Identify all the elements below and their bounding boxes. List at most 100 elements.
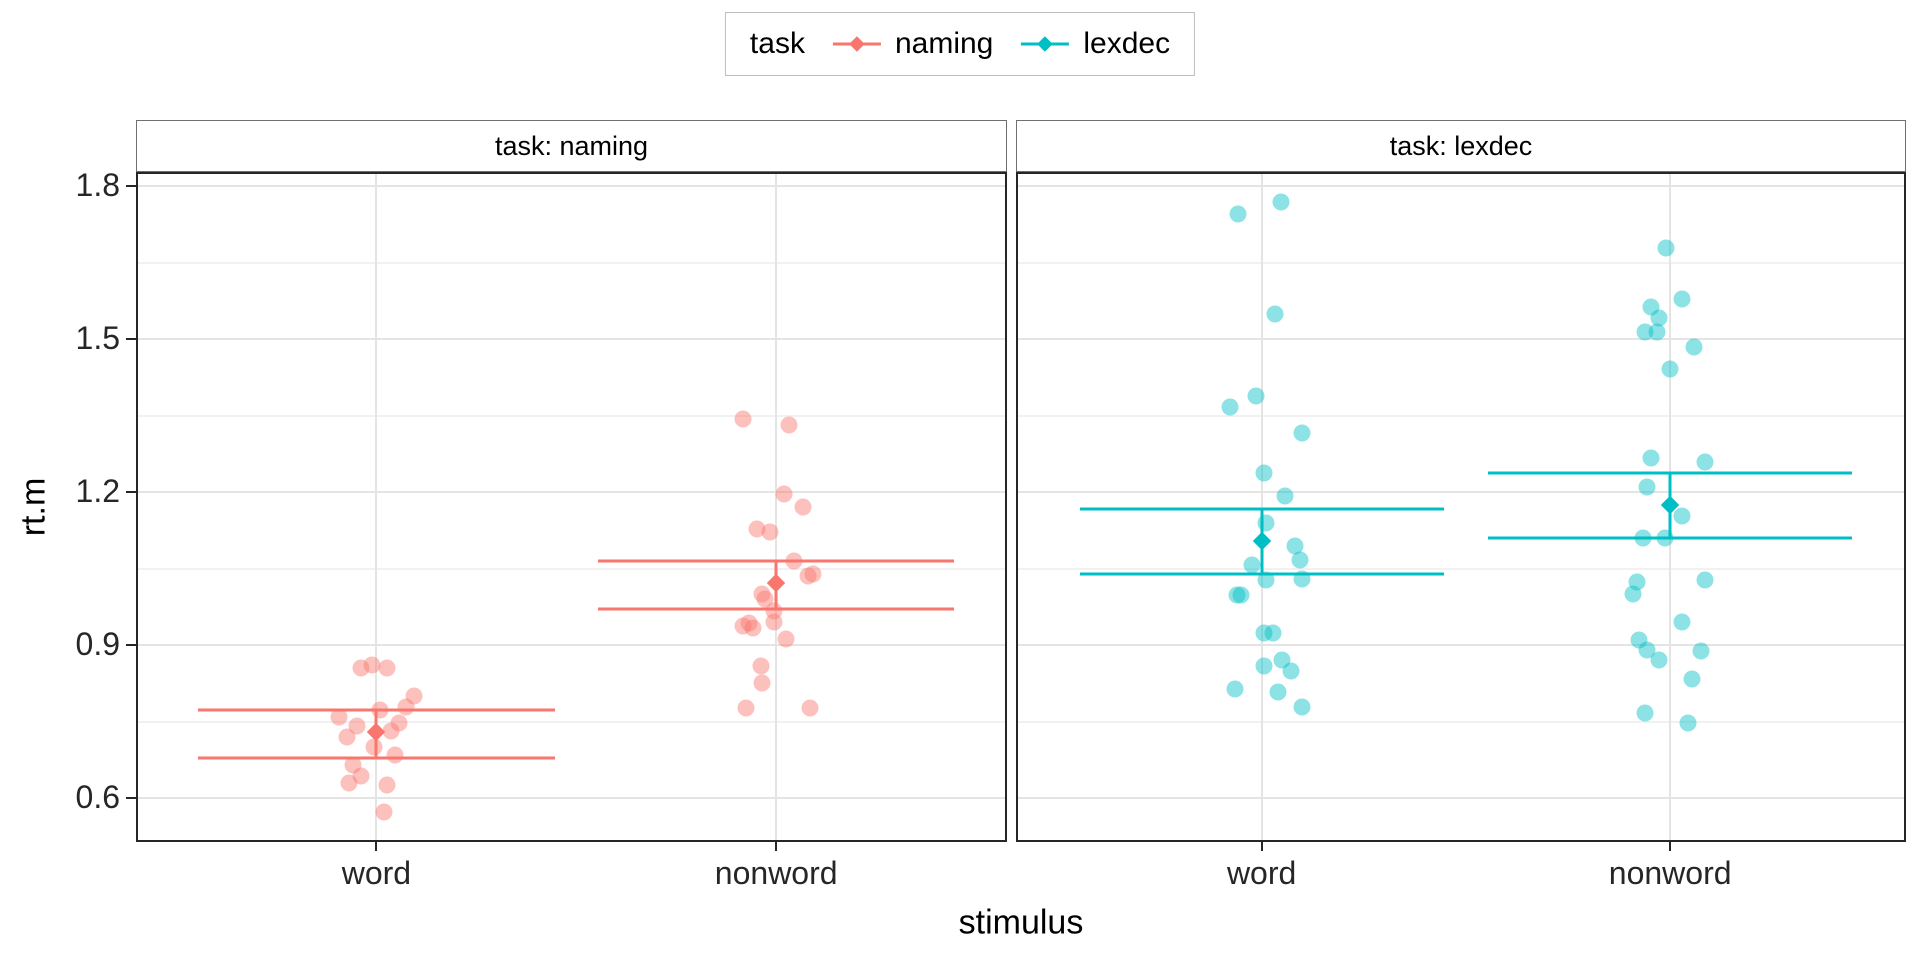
gridline-minor — [138, 261, 1005, 264]
data-point — [352, 659, 370, 677]
errorbar-cap-lower — [1079, 572, 1444, 576]
legend-item-naming: naming — [832, 27, 994, 61]
mean-point — [1252, 532, 1271, 551]
legend-point-icon — [849, 36, 865, 52]
data-point — [1273, 651, 1291, 669]
data-point — [777, 630, 795, 648]
data-point — [1630, 631, 1648, 649]
data-point — [1243, 556, 1261, 574]
y-axis-tick — [126, 491, 136, 493]
y-tick-label: 0.9 — [75, 625, 120, 662]
gridline-minor — [138, 567, 1005, 570]
data-point — [1636, 323, 1654, 341]
data-point — [1696, 571, 1714, 589]
facet-strip-label: task: lexdec — [1389, 130, 1533, 161]
data-point — [405, 687, 423, 705]
data-point — [756, 590, 774, 608]
data-point — [340, 774, 358, 792]
x-axis-title: stimulus — [958, 903, 1084, 942]
data-point — [1276, 487, 1294, 505]
data-point — [737, 699, 755, 717]
data-point — [1282, 662, 1300, 680]
data-point — [765, 602, 783, 620]
data-point — [1642, 449, 1660, 467]
data-point — [734, 410, 752, 428]
data-point — [1264, 624, 1282, 642]
data-point — [1232, 586, 1250, 604]
facet-panel-lexdec — [1016, 172, 1906, 842]
data-point — [1293, 424, 1311, 442]
data-point — [1683, 670, 1701, 688]
y-tick-label: 1.8 — [75, 166, 120, 203]
data-point — [352, 767, 370, 785]
legend-label-naming: naming — [894, 27, 994, 60]
data-point — [1692, 642, 1710, 660]
y-axis-tick — [126, 797, 136, 799]
facet-strip-naming: task: naming — [136, 120, 1007, 172]
data-point — [330, 708, 348, 726]
gridline-x-major — [375, 174, 378, 840]
data-point — [775, 485, 793, 503]
x-tick-label: word — [1226, 855, 1297, 891]
x-axis-tick — [1669, 842, 1672, 851]
data-point — [740, 614, 758, 632]
legend-label-lexdec: lexdec — [1083, 27, 1171, 60]
data-point — [1636, 704, 1654, 722]
errorbar-cap-upper — [1079, 507, 1444, 511]
data-point — [1293, 698, 1311, 716]
data-point — [397, 698, 415, 716]
gridline-major — [138, 797, 1005, 799]
legend-key-naming-icon — [832, 29, 881, 59]
data-point — [1657, 239, 1675, 257]
data-point — [1696, 453, 1714, 471]
data-point — [365, 738, 383, 756]
data-point — [1291, 551, 1309, 569]
data-point — [386, 746, 404, 764]
gridline-minor — [1018, 414, 1904, 417]
gridline-major — [1018, 644, 1904, 646]
data-point — [753, 585, 771, 603]
data-point — [1661, 360, 1679, 378]
data-point — [1679, 714, 1697, 732]
y-axis-tick — [126, 338, 136, 340]
data-point — [1266, 305, 1284, 323]
data-point — [804, 565, 822, 583]
data-point — [338, 728, 356, 746]
legend-point-icon — [1037, 36, 1054, 52]
x-tick-label: word — [341, 855, 412, 891]
facet-strip-label: task: naming — [494, 130, 649, 161]
facet-panel-naming — [136, 172, 1007, 842]
data-point — [801, 699, 819, 717]
data-point — [1673, 613, 1691, 631]
data-point — [344, 756, 362, 774]
data-point — [780, 416, 798, 434]
errorbar-cap-upper — [198, 708, 555, 712]
data-point — [382, 722, 400, 740]
y-axis-tick — [126, 185, 136, 187]
gridline-major — [138, 338, 1005, 340]
x-tick-label: nonword — [1608, 855, 1732, 891]
gridline-minor — [138, 414, 1005, 417]
legend-title: task — [749, 27, 805, 60]
data-point — [1638, 641, 1656, 659]
gridline-x-major — [1260, 174, 1263, 840]
x-axis-tick — [775, 842, 778, 851]
data-point — [1648, 323, 1666, 341]
data-point — [378, 659, 396, 677]
gridline-major — [138, 644, 1005, 646]
data-point — [1221, 398, 1239, 416]
facet-strip-lexdec: task: lexdec — [1016, 120, 1906, 172]
gridline-major — [1018, 491, 1904, 493]
y-tick-label: 0.6 — [75, 778, 120, 815]
gridline-major — [1018, 338, 1904, 340]
data-point — [799, 567, 817, 585]
data-point — [752, 657, 770, 675]
data-point — [1229, 205, 1247, 223]
data-point — [1642, 298, 1660, 316]
gridline-x-major — [775, 174, 778, 840]
data-point — [1673, 507, 1691, 525]
data-point — [1255, 624, 1273, 642]
data-point — [1624, 585, 1642, 603]
errorbar-cap-upper — [598, 559, 955, 563]
data-point — [1272, 193, 1290, 211]
